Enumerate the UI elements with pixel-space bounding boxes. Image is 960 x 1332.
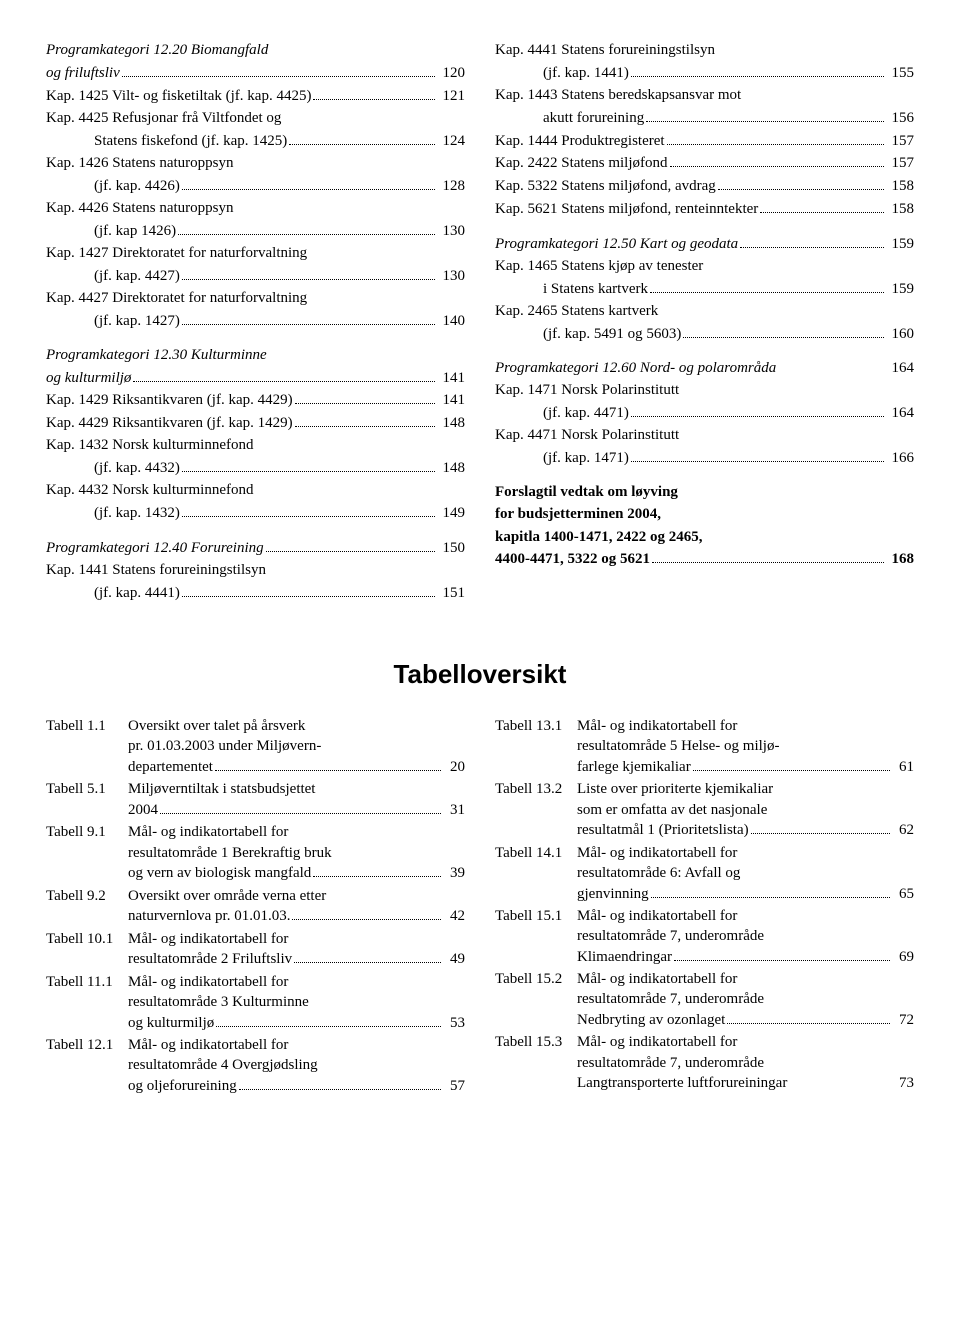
toc-entry: (jf. kap. 4441)151 <box>46 582 465 603</box>
toc-entry: Kap. 5322 Statens miljøfond, avdrag158 <box>495 176 914 197</box>
toc-entry: (jf. kap. 5491 og 5603)160 <box>495 323 914 344</box>
tabell-entry: Tabell 9.1Mål- og indikatortabell forres… <box>46 822 465 883</box>
toc-entry: (jf. kap. 1427)140 <box>46 310 465 331</box>
toc-entry: Kap. 5621 Statens miljøfond, renteinntek… <box>495 198 914 219</box>
toc-category: Programkategori 12.20 Biomangfald <box>46 40 465 60</box>
tabell-entry: Tabell 11.1Mål- og indikatortabell forre… <box>46 972 465 1033</box>
toc-entry: Kap. 4427 Direktoratet for naturforvaltn… <box>46 288 465 308</box>
tabell-entry: Tabell 1.1Oversikt over talet på årsverk… <box>46 716 465 777</box>
tabell-entry: Tabell 13.2Liste over prioriterte kjemik… <box>495 779 914 840</box>
toc-entry: Kap. 2422 Statens miljøfond157 <box>495 153 914 174</box>
toc-entry: (jf. kap. 1432)149 <box>46 503 465 524</box>
toc-upper: Programkategori 12.20 Biomangfaldog fril… <box>46 40 914 605</box>
tabell-entry: Tabell 13.1Mål- og indikatortabell forre… <box>495 716 914 777</box>
toc-entry: Kap. 1444 Produktregisteret157 <box>495 130 914 151</box>
tabell-entry: Tabell 12.1Mål- og indikatortabell forre… <box>46 1035 465 1096</box>
toc-category: og kulturmiljø141 <box>46 367 465 388</box>
toc-entry: (jf. kap. 4432)148 <box>46 458 465 479</box>
tabell-entry: Tabell 15.1Mål- og indikatortabell forre… <box>495 906 914 967</box>
toc-category: Programkategori 12.50 Kart og geodata159 <box>495 233 914 254</box>
tabell-entry: Tabell 15.3Mål- og indikatortabell forre… <box>495 1032 914 1093</box>
toc-category: Programkategori 12.40 Forureining150 <box>46 537 465 558</box>
tabell-right-column: Tabell 13.1Mål- og indikatortabell forre… <box>495 716 914 1098</box>
toc-entry: (jf. kap. 4427)130 <box>46 265 465 286</box>
toc-entry: Kap. 1425 Vilt- og fisketiltak (jf. kap.… <box>46 85 465 106</box>
tabell-entry: Tabell 15.2Mål- og indikatortabell forre… <box>495 969 914 1030</box>
tabell-entry: Tabell 5.1Miljøverntiltak i statsbudsjet… <box>46 779 465 820</box>
toc-entry: Kap. 1432 Norsk kulturminnefond <box>46 435 465 455</box>
toc-left-column: Programkategori 12.20 Biomangfaldog fril… <box>46 40 465 605</box>
toc-category: og friluftsliv120 <box>46 62 465 83</box>
toc-entry: Kap. 4432 Norsk kulturminnefond <box>46 480 465 500</box>
toc-entry: (jf. kap. 4426)128 <box>46 175 465 196</box>
toc-entry: Kap. 1427 Direktoratet for naturforvaltn… <box>46 243 465 263</box>
toc-category: Programkategori 12.30 Kulturminne <box>46 345 465 365</box>
toc-entry: (jf. kap. 1471)166 <box>495 447 914 468</box>
toc-entry: Kap. 4426 Statens naturoppsyn <box>46 198 465 218</box>
toc-entry: Kap. 4471 Norsk Polarinstitutt <box>495 425 914 445</box>
toc-entry: Kap. 1441 Statens forureiningstilsyn <box>46 560 465 580</box>
toc-entry: Kap. 4441 Statens forureiningstilsyn <box>495 40 914 60</box>
tabell-left-column: Tabell 1.1Oversikt over talet på årsverk… <box>46 716 465 1098</box>
tabell-lower: Tabell 1.1Oversikt over talet på årsverk… <box>46 716 914 1098</box>
tabell-entry: Tabell 14.1Mål- og indikatortabell forre… <box>495 843 914 904</box>
toc-entry: Kap. 1471 Norsk Polarinstitutt <box>495 380 914 400</box>
toc-entry: i Statens kartverk159 <box>495 278 914 299</box>
toc-entry: (jf. kap 1426)130 <box>46 220 465 241</box>
toc-right-column: Kap. 4441 Statens forureiningstilsyn(jf.… <box>495 40 914 605</box>
toc-entry: Kap. 4425 Refusjonar frå Viltfondet og <box>46 108 465 128</box>
toc-category: Programkategori 12.60 Nord- og polarområ… <box>495 358 914 378</box>
toc-entry: Kap. 2465 Statens kartverk <box>495 301 914 321</box>
toc-entry: Kap. 1443 Statens beredskapsansvar mot <box>495 85 914 105</box>
forslag-block: Forslagtil vedtak om løyvingfor budsjett… <box>495 482 914 570</box>
toc-entry: Kap. 1426 Statens naturoppsyn <box>46 153 465 173</box>
toc-entry: Statens fiskefond (jf. kap. 1425)124 <box>46 130 465 151</box>
toc-entry: Kap. 1465 Statens kjøp av tenester <box>495 256 914 276</box>
toc-entry: Kap. 4429 Riksantikvaren (jf. kap. 1429)… <box>46 413 465 434</box>
toc-entry: (jf. kap. 1441)155 <box>495 62 914 83</box>
toc-entry: akutt forureining156 <box>495 107 914 128</box>
toc-entry: Kap. 1429 Riksantikvaren (jf. kap. 4429)… <box>46 390 465 411</box>
tabell-heading: Tabelloversikt <box>46 657 914 692</box>
tabell-entry: Tabell 10.1Mål- og indikatortabell forre… <box>46 929 465 970</box>
toc-entry: (jf. kap. 4471)164 <box>495 402 914 423</box>
tabell-entry: Tabell 9.2Oversikt over område verna ett… <box>46 886 465 927</box>
